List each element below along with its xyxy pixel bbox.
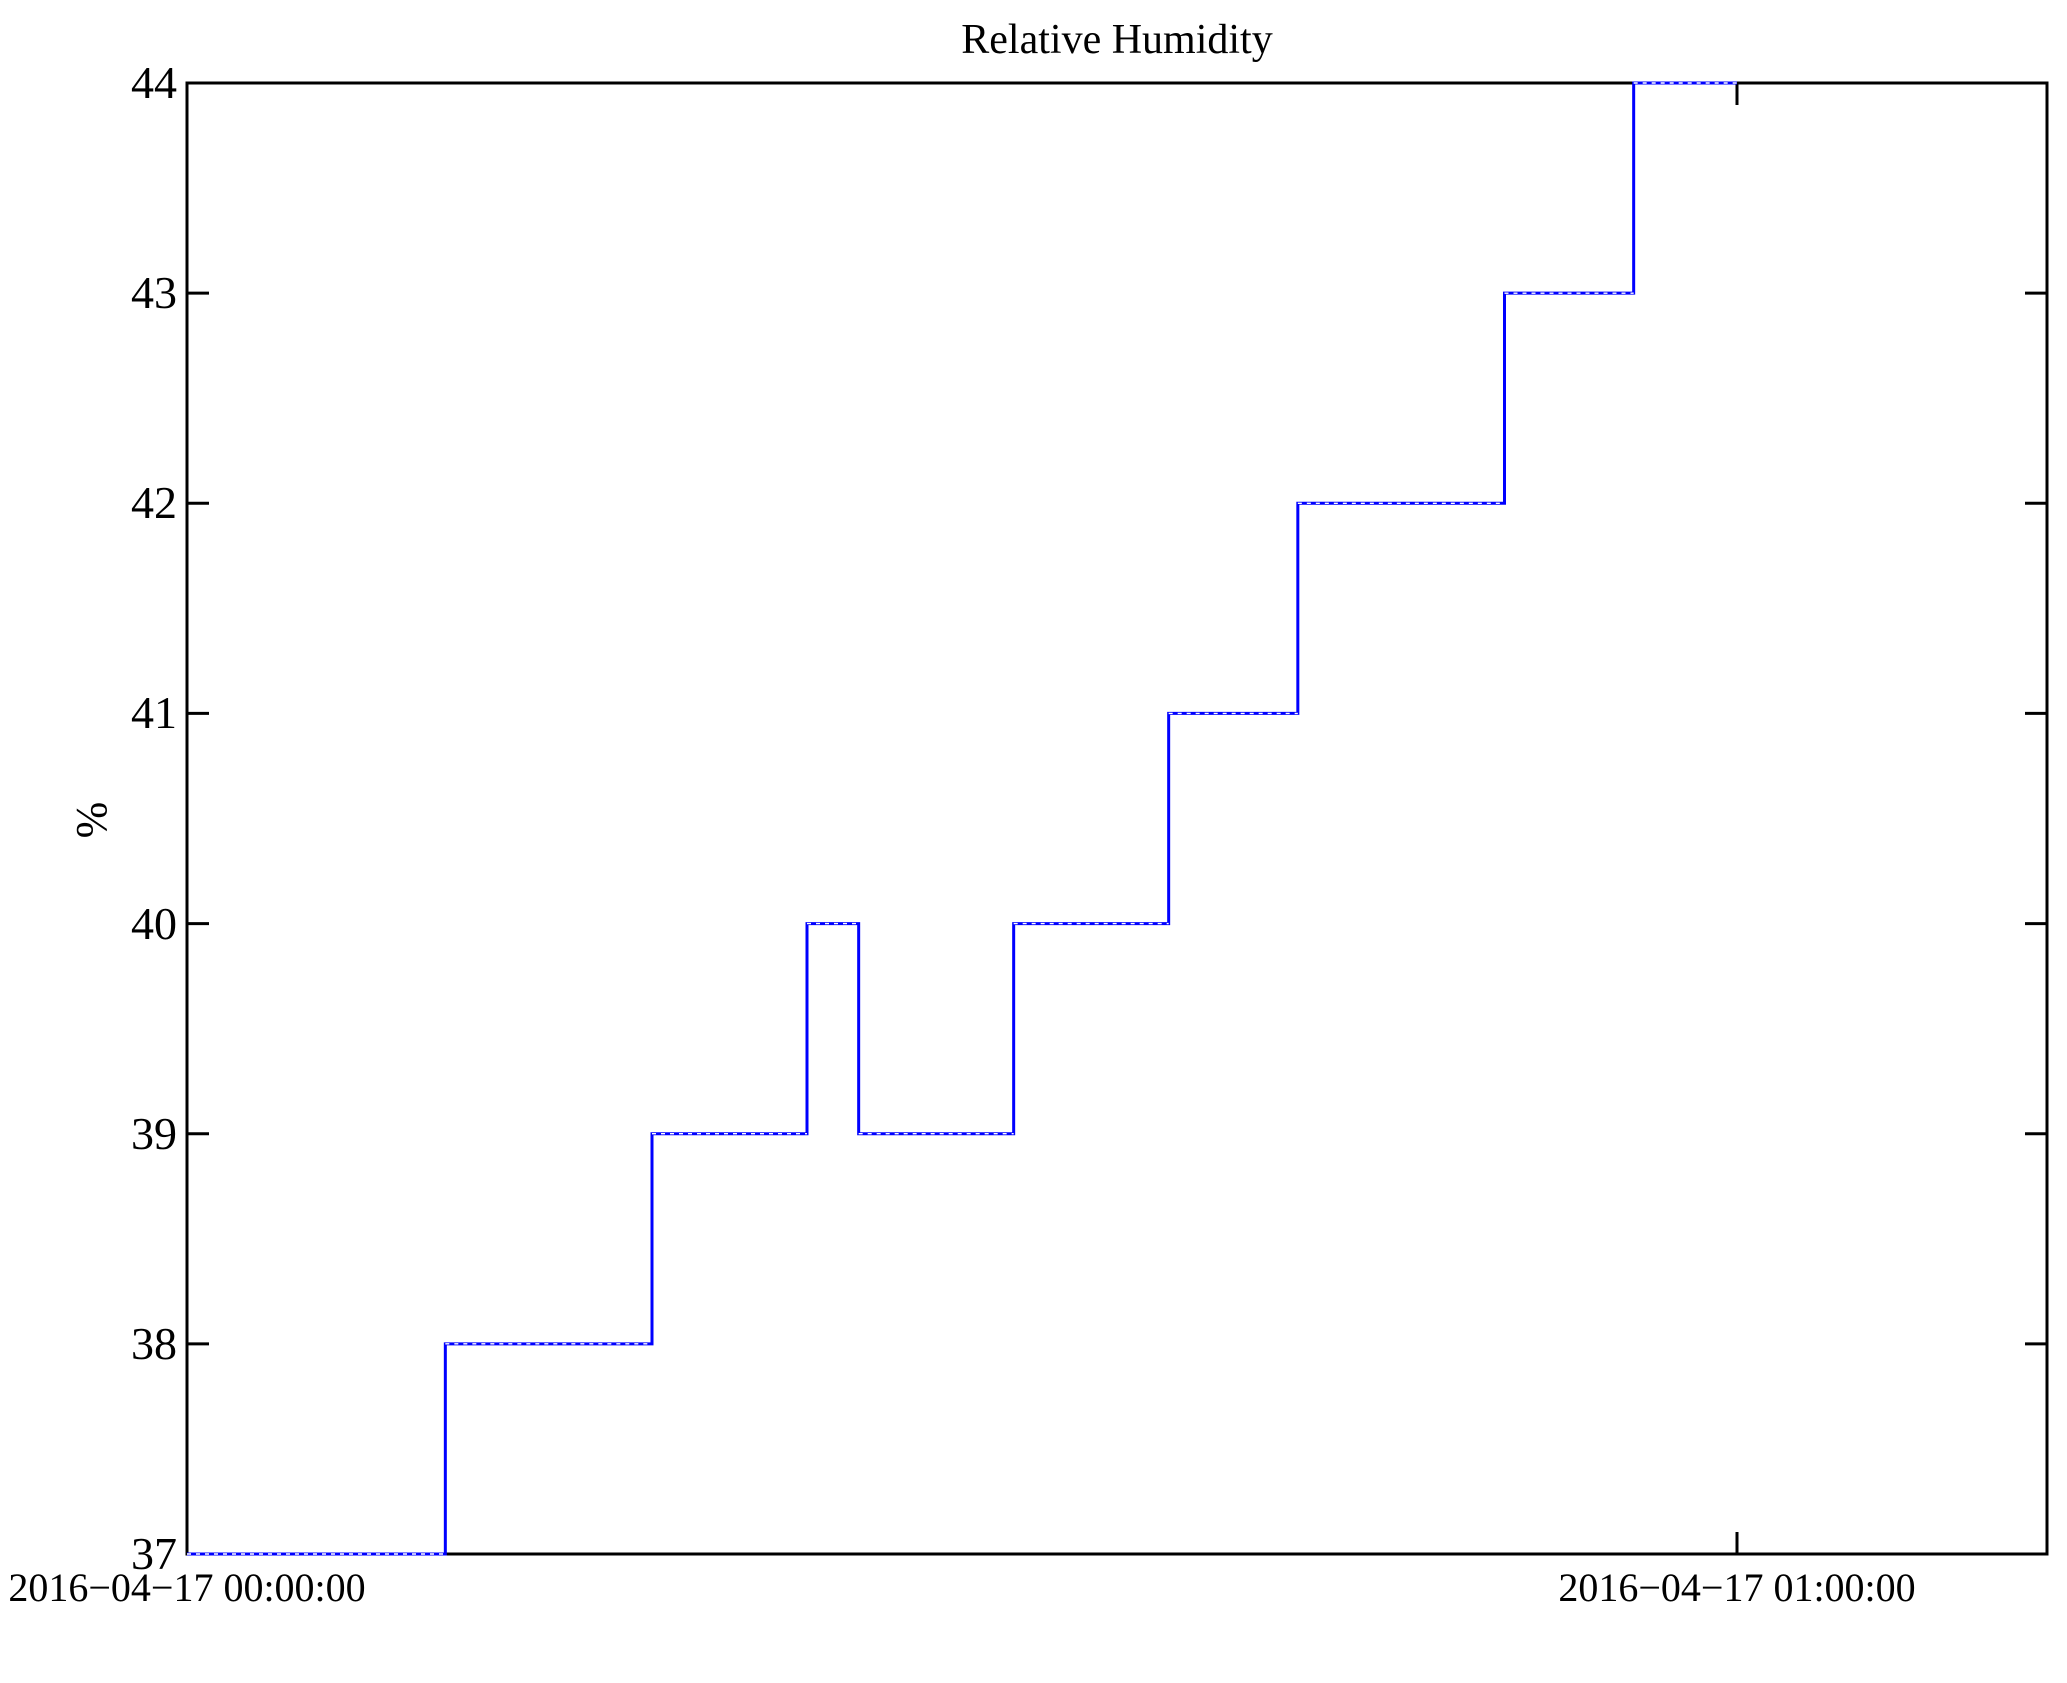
y-tick-label: 40 (131, 897, 177, 949)
y-tick-label: 43 (131, 267, 177, 319)
series-line (187, 81, 1737, 1556)
plot-border (185, 81, 2049, 1556)
series-line-dot-texture (187, 82, 1737, 1555)
y-tick-label: 42 (131, 477, 177, 529)
y-tick-label: 37 (131, 1528, 177, 1579)
y-axis-label: % (67, 801, 116, 839)
x-tick-label: 2016−04−17 00:00:00 (8, 1565, 366, 1610)
y-tick-label: 44 (131, 57, 177, 108)
y-tick-label: 41 (131, 687, 177, 739)
x-tick-label: 2016−04−17 01:00:00 (1558, 1565, 1916, 1610)
chart-title: Relative Humidity (961, 17, 1273, 63)
y-tick-label: 38 (131, 1317, 177, 1369)
y-tick-label: 39 (131, 1107, 177, 1159)
